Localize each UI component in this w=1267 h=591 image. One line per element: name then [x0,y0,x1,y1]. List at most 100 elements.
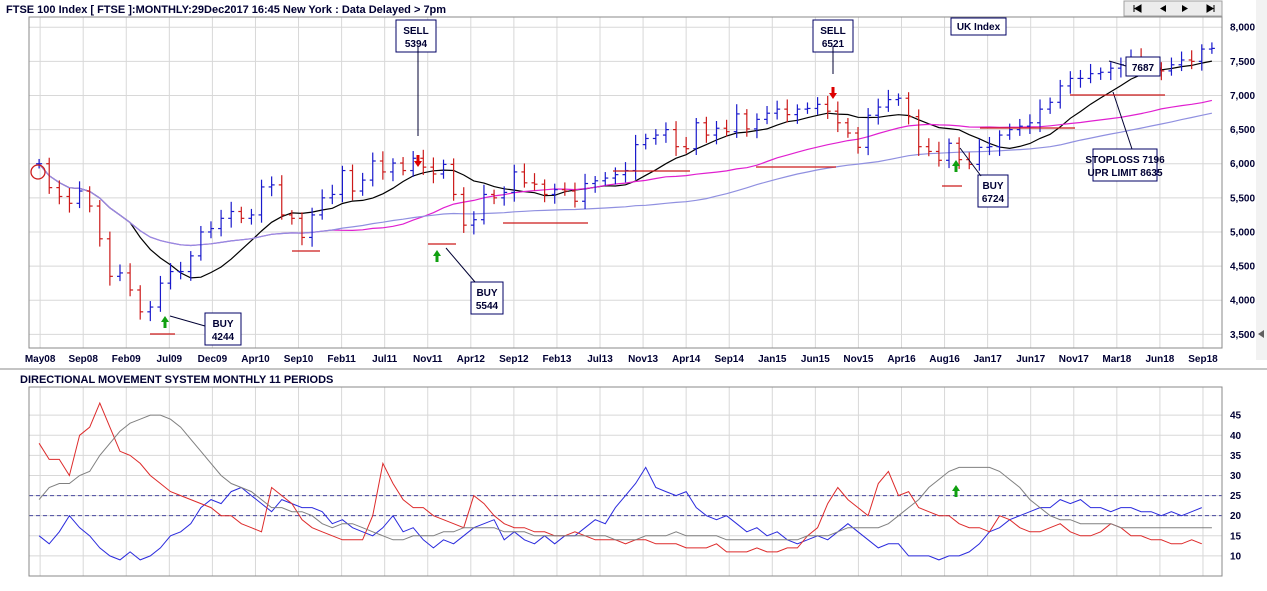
y-tick-label: 5,500 [1230,193,1255,204]
x-tick-label: Nov13 [628,354,658,365]
sell-5394-callout-text: SELL [403,26,429,37]
callout-leader [169,315,206,327]
lower-frame [28,386,1223,577]
x-tick-label: Nov11 [413,354,443,365]
stoploss-callout-text: UPR LIMIT 8635 [1087,168,1162,179]
x-tick-label: Aug16 [929,354,960,365]
buy-arrow-icon [952,485,960,497]
x-tick-label: Apr12 [457,354,486,365]
y-tick-label: 4,000 [1230,296,1255,307]
price-bars [36,42,1215,322]
callout-leader [445,247,476,283]
x-tick-label: Dec09 [198,354,228,365]
x-tick-label: Nov17 [1059,354,1089,365]
x-tick-label: Sep18 [1188,354,1218,365]
sell-6521-callout-text: SELL [820,26,846,37]
x-tick-label: Mar18 [1102,354,1131,365]
stoploss-callout-box [1092,148,1158,182]
y-tick-label: 35 [1230,451,1242,462]
last-price-callout-text: 7687 [1132,63,1155,74]
next-page-button[interactable] [1174,3,1194,14]
last-icon [1206,4,1215,13]
sell-6521-callout-box [812,19,854,53]
y-tick-label: 8,000 [1230,23,1255,34]
x-tick-label: Sep10 [284,354,314,365]
first-icon [1133,4,1142,13]
buy-5544-callout-text: 5544 [476,301,499,312]
adx-line [38,414,1212,541]
y-tick-label: 6,000 [1230,159,1255,170]
x-tick-label: Sep14 [714,354,744,365]
x-tick-label: May08 [25,354,56,365]
x-tick-label: Jun15 [801,354,830,365]
y-tick-label: 5,000 [1230,227,1255,238]
buy-5544-callout-text: BUY [476,288,497,299]
x-tick-label: Jul09 [157,354,183,365]
chevron-right-icon [1182,5,1188,12]
y-tick-label: 40 [1230,431,1242,442]
sell-5394-callout-text: 5394 [405,39,428,50]
x-tick-label: Jul13 [587,354,613,365]
nav-toolbar [1123,0,1223,17]
buy-arrow-icon [433,250,441,262]
last-page-button[interactable] [1198,3,1220,14]
buy-4244-callout-box [204,312,242,346]
chart-title: FTSE 100 Index [ FTSE ]:MONTHLY:29Dec201… [6,4,446,16]
buy-6724-callout-text: 6724 [982,194,1005,205]
ma-short-line [38,60,1213,279]
y-tick-label: 45 [1230,411,1242,422]
callout-leader [1112,91,1133,150]
buy-arrow-icon [161,316,169,328]
callout-leader [959,147,982,177]
x-tick-label: Nov15 [843,354,873,365]
previous-page-button[interactable] [1150,3,1170,14]
x-tick-label: Sep12 [499,354,529,365]
dmi-title: DIRECTIONAL MOVEMENT SYSTEM MONTHLY 11 P… [20,374,333,386]
x-tick-label: Apr10 [241,354,270,365]
stoploss-callout-text: STOPLOSS 7196 [1085,155,1165,166]
minus-di-line [38,401,1202,553]
scrollbar[interactable] [1256,0,1267,360]
sell-5394-callout-box [395,19,437,53]
buy-arrow-icon [952,160,960,172]
uk-index-badge: UK Index [950,17,1007,36]
x-tick-label: Jan15 [758,354,787,365]
x-tick-label: Jul11 [372,354,397,365]
callout-leader [1108,60,1127,67]
x-tick-label: Jun18 [1145,354,1174,365]
x-tick-label: Feb11 [327,354,356,365]
chevron-left-icon [1160,5,1166,12]
y-tick-label: 30 [1230,471,1242,482]
y-tick-label: 15 [1230,531,1242,542]
upper-frame [28,16,1223,349]
x-tick-label: Feb09 [112,354,141,365]
first-page-button[interactable] [1126,3,1146,14]
x-tick-label: Jun17 [1016,354,1045,365]
y-tick-label: 7,000 [1230,91,1255,102]
y-tick-label: 10 [1230,551,1242,562]
plus-di-line [38,466,1202,561]
upper-grid: 3,500 4,000 4,500 5,000 5,500 6,000 6,500 7,000… [25,17,1255,365]
buy-6724-callout-text: BUY [982,181,1003,192]
buy-4244-callout-text: BUY [212,319,233,330]
annotations: SELL 5394 SELL 6521 BUY 4244 BUY 5544 BUY 6724 768… [30,19,1165,346]
y-tick-label: 6,500 [1230,125,1255,136]
y-tick-label: 3,500 [1230,330,1255,341]
buy-5544-callout-box [470,281,504,315]
uk-index-label: UK Index [957,22,1001,33]
buy-4244-callout-text: 4244 [212,332,235,343]
sell-arrow-icon [414,155,422,167]
x-tick-label: Apr14 [672,354,701,365]
x-tick-label: Feb13 [542,354,571,365]
scroll-arrow-icon [1258,330,1264,338]
start-marker [30,164,46,180]
nav-bar [1123,0,1223,17]
ma-long-line [38,112,1213,247]
last-price-callout-box [1125,56,1161,77]
y-tick-label: 7,500 [1230,57,1255,68]
x-tick-label: Sep08 [68,354,98,365]
y-tick-label: 4,500 [1230,262,1255,273]
dmi-series [38,401,1212,561]
